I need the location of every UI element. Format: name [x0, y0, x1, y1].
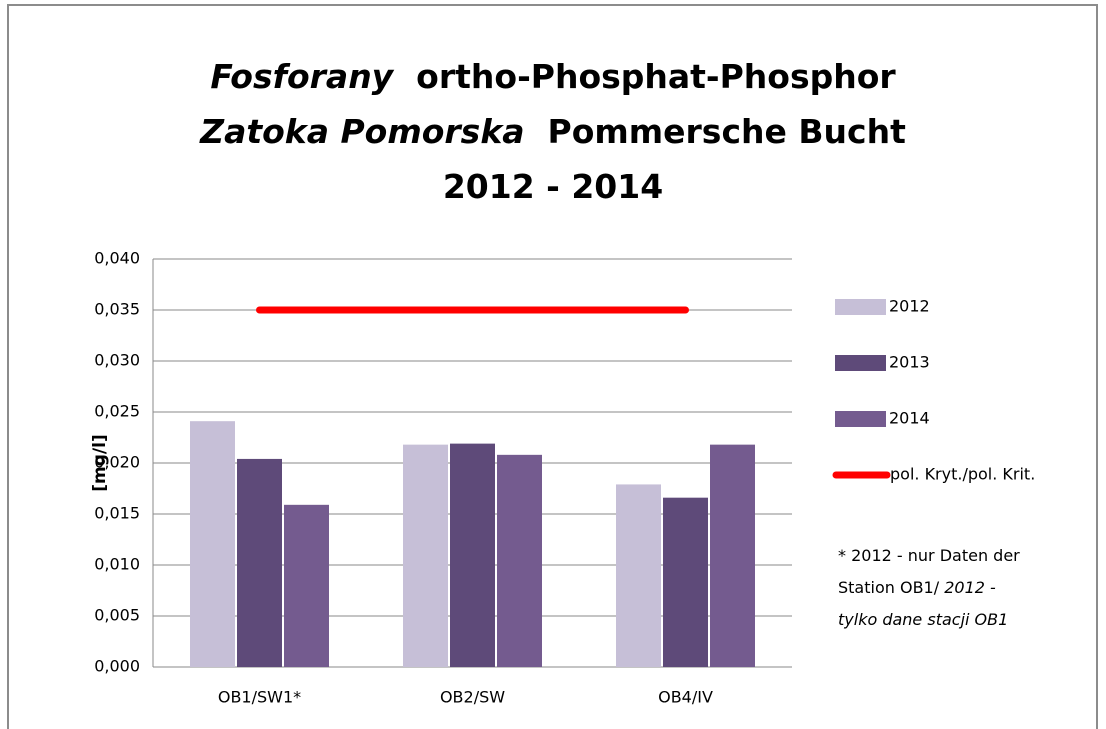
bar [284, 504, 329, 667]
y-tick-label: 0,035 [94, 300, 140, 319]
title-part: ortho-Phosphat-Phosphor [393, 57, 896, 96]
y-tick-label: 0,020 [94, 453, 140, 472]
bar [497, 454, 542, 667]
legend-swatch [835, 299, 886, 315]
chart-title: 2012 - 2014 [443, 167, 663, 206]
y-tick-label: 0,010 [94, 555, 140, 574]
annotation-part: * 2012 - nur Daten der [838, 546, 1020, 565]
bar [616, 484, 661, 667]
y-tick-label: 0,015 [94, 504, 140, 523]
bar [450, 443, 495, 667]
bar [663, 497, 708, 667]
title-part: 2012 - 2014 [443, 167, 663, 206]
legend-swatch [835, 355, 886, 371]
title-part: Pommersche Bucht [525, 112, 907, 151]
x-tick-label: OB1/SW1* [218, 688, 301, 707]
title-part: Fosforany [210, 57, 394, 96]
bar [237, 458, 282, 667]
bar [190, 421, 235, 667]
annotation-part: 2012 - [944, 578, 996, 597]
legend-label: pol. Kryt./pol. Krit. [890, 465, 1035, 484]
bar [710, 444, 755, 667]
annotation: Station OB1/ 2012 - [838, 578, 996, 597]
annotation: tylko dane stacji OB1 [838, 610, 1008, 629]
x-tick-label: OB2/SW [440, 688, 505, 707]
y-tick-label: 0,005 [94, 606, 140, 625]
y-tick-label: 0,000 [94, 657, 140, 676]
annotation: * 2012 - nur Daten der [838, 546, 1020, 565]
title-part: Zatoka Pomorska [199, 112, 524, 151]
y-axis-label: [mg/l] [90, 434, 110, 491]
x-tick-label: OB4/IV [658, 688, 713, 707]
annotation-part: Station OB1/ [838, 578, 944, 597]
chart-title: Zatoka Pomorska Pommersche Bucht [199, 112, 906, 151]
y-tick-label: 0,030 [94, 351, 140, 370]
chart-frame [7, 4, 1098, 729]
annotation-part: tylko dane stacji OB1 [838, 610, 1008, 629]
legend-label: 2012 [889, 297, 930, 316]
bar [403, 444, 448, 667]
legend-label: 2014 [889, 409, 930, 428]
legend-swatch [835, 411, 886, 427]
legend-label: 2013 [889, 353, 930, 372]
chart-title: Fosforany ortho-Phosphat-Phosphor [210, 57, 896, 96]
y-tick-label: 0,040 [94, 249, 140, 268]
y-tick-label: 0,025 [94, 402, 140, 421]
